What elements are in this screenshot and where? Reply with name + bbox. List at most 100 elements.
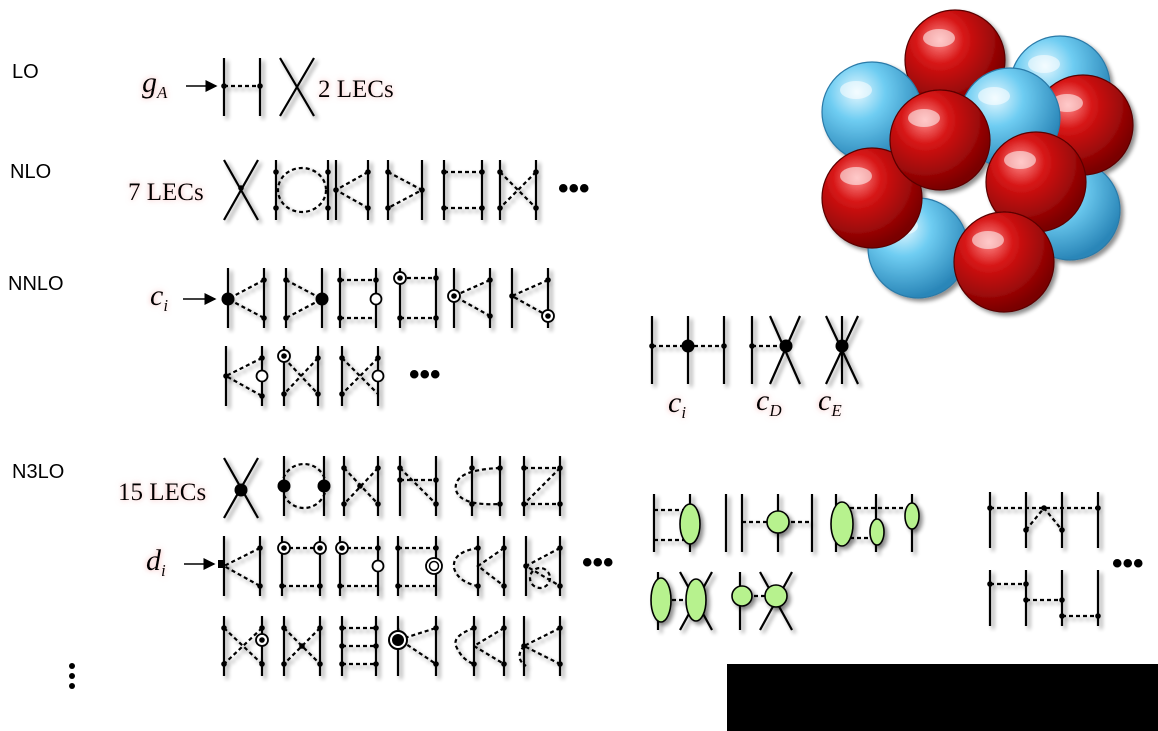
vertex-dot bbox=[257, 83, 263, 89]
ellipsis-n3lo: ••• bbox=[582, 546, 614, 579]
order-label-nlo: NLO bbox=[10, 161, 51, 183]
vertex-dot bbox=[315, 355, 321, 361]
proton-sphere bbox=[953, 211, 1055, 313]
vertex-dot bbox=[1059, 613, 1065, 619]
n3lo-two-loop-3 bbox=[522, 456, 562, 516]
open-vertex bbox=[371, 369, 385, 383]
filled-vertex bbox=[277, 479, 291, 493]
label-nnlo-ci: ci bbox=[150, 279, 168, 315]
ring-vertex-center bbox=[451, 293, 457, 299]
vertex-dot bbox=[273, 205, 279, 211]
ring-vertex-center bbox=[259, 637, 265, 643]
vertex-dot bbox=[259, 625, 265, 631]
vertex-dot bbox=[441, 169, 447, 175]
vertex-dot bbox=[497, 501, 503, 507]
green-blob bbox=[731, 585, 753, 607]
vertex-dot bbox=[557, 501, 563, 507]
sphere-highlight bbox=[923, 29, 955, 47]
vertex-dot bbox=[299, 643, 305, 649]
sphere-highlight bbox=[840, 167, 872, 185]
vertex-dot bbox=[501, 583, 507, 589]
filled-vertex bbox=[221, 292, 235, 306]
vertex-dot bbox=[397, 465, 403, 471]
vertex-dot bbox=[1023, 597, 1029, 603]
green-blob bbox=[830, 501, 854, 547]
double-ring-inner bbox=[428, 560, 440, 572]
svg-text:cD: cD bbox=[756, 384, 782, 420]
vertex-dot bbox=[257, 583, 263, 589]
vertex-dot bbox=[1041, 505, 1047, 511]
ring-vertex-center bbox=[339, 545, 345, 551]
green-blob bbox=[766, 510, 790, 534]
nlo-bubble bbox=[274, 160, 330, 220]
vertex-dot bbox=[357, 483, 363, 489]
vertex-dot bbox=[557, 465, 563, 471]
vertex-dot bbox=[385, 169, 391, 175]
ellipsis-nlo: ••• bbox=[558, 172, 590, 205]
open-vertex bbox=[369, 292, 383, 306]
vertex-dot bbox=[375, 545, 381, 551]
vertex-dot bbox=[325, 169, 331, 175]
ellipsis-right: ••• bbox=[1112, 547, 1144, 580]
nlo-lecs-label: 7 LECs bbox=[128, 179, 204, 206]
order-label-n3lo: N3LO bbox=[12, 461, 64, 483]
label-3n-ci: ci bbox=[668, 386, 686, 422]
vertex-dot bbox=[373, 661, 379, 667]
filled-vertex bbox=[315, 292, 329, 306]
lo-lecs-label: 2 LECs bbox=[318, 76, 394, 103]
green-blob bbox=[869, 518, 885, 546]
n3lo-crossed-ring-1 bbox=[222, 616, 264, 676]
vertex-dot bbox=[469, 501, 475, 507]
label-3n-cd: cD bbox=[756, 384, 782, 420]
nlo-crossed-box bbox=[498, 160, 538, 220]
vertex-dot bbox=[261, 277, 267, 283]
vertex-dot bbox=[433, 625, 439, 631]
vertex-dot bbox=[339, 625, 345, 631]
vertex-dot bbox=[339, 391, 345, 397]
sphere-highlight bbox=[1004, 151, 1036, 169]
vertex-dot bbox=[221, 661, 227, 667]
vertex-dot bbox=[721, 343, 727, 349]
sphere-highlight bbox=[840, 81, 872, 99]
vertex-dot bbox=[395, 583, 401, 589]
vertex-dot bbox=[1059, 597, 1065, 603]
green-blob bbox=[764, 584, 788, 608]
vertex-dot bbox=[441, 205, 447, 211]
sphere-highlight bbox=[972, 231, 1004, 249]
vertex-dot bbox=[557, 545, 563, 551]
vertex-dot bbox=[433, 315, 439, 321]
vertex-dot bbox=[337, 315, 343, 321]
vertex-dot bbox=[475, 583, 481, 589]
label-n3lo-di: di bbox=[146, 544, 166, 580]
label-3n-ce: cE bbox=[818, 384, 842, 420]
n3lo-loop-triangle-2 bbox=[523, 536, 562, 596]
green-blob bbox=[685, 578, 707, 622]
vertex-dot bbox=[283, 315, 289, 321]
vertex-dot bbox=[281, 661, 287, 667]
vertex-dot bbox=[341, 465, 347, 471]
open-vertex bbox=[255, 369, 269, 383]
filled-vertex bbox=[779, 339, 793, 353]
open-vertex bbox=[371, 559, 385, 573]
vertex-dot bbox=[501, 625, 507, 631]
vertex-dot bbox=[337, 583, 343, 589]
n3lo-di-triangle bbox=[221, 536, 262, 596]
vertex-dot bbox=[433, 545, 439, 551]
svg-text:ci: ci bbox=[150, 279, 168, 315]
green-blob bbox=[904, 502, 920, 530]
vertex-dot bbox=[223, 373, 229, 379]
vertex-dot bbox=[649, 343, 655, 349]
filled-vertex bbox=[234, 483, 248, 497]
vertex-dot bbox=[521, 501, 527, 507]
ring-vertex-center bbox=[281, 353, 287, 359]
vertex-dot bbox=[475, 545, 481, 551]
vertex-dot bbox=[397, 477, 403, 483]
black-box bbox=[727, 664, 1158, 731]
vertex-dot bbox=[471, 661, 477, 667]
order-label-nnlo: NNLO bbox=[8, 273, 64, 295]
vertex-dot bbox=[521, 465, 527, 471]
filled-vertex bbox=[681, 339, 695, 353]
ring-vertex-center bbox=[317, 545, 323, 551]
vertex-dot bbox=[273, 169, 279, 175]
di-vertex bbox=[218, 560, 225, 568]
